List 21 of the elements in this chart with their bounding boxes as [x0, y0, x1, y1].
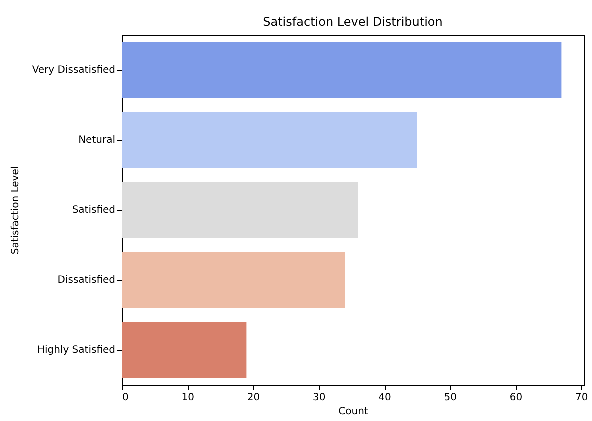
x-axis-title: Count — [338, 406, 368, 418]
bar — [122, 252, 346, 308]
x-tick-label: 10 — [182, 392, 194, 404]
bar — [122, 112, 418, 168]
x-tick-label: 30 — [313, 392, 326, 404]
y-axis-title: Satisfaction Level — [10, 166, 22, 255]
y-tick-label: Netural — [78, 135, 116, 146]
bar — [122, 182, 358, 238]
y-tick-label: Dissatisfied — [58, 275, 116, 286]
bar — [122, 42, 562, 98]
x-tick-label: 70 — [576, 392, 588, 404]
bar — [122, 322, 247, 378]
x-tick-label: 0 — [122, 392, 129, 404]
y-tick-label: Satisfied — [72, 205, 116, 216]
y-tick-label: Very Dissatisfied — [32, 65, 116, 76]
x-tick-label: 50 — [444, 392, 457, 404]
x-tick-label: 40 — [378, 392, 392, 404]
chart-title: Satisfaction Level Distribution — [263, 15, 443, 29]
x-tick-label: 20 — [247, 392, 260, 404]
x-tick-label: 60 — [510, 392, 523, 404]
y-tick-label: Highly Satisfied — [37, 345, 116, 356]
